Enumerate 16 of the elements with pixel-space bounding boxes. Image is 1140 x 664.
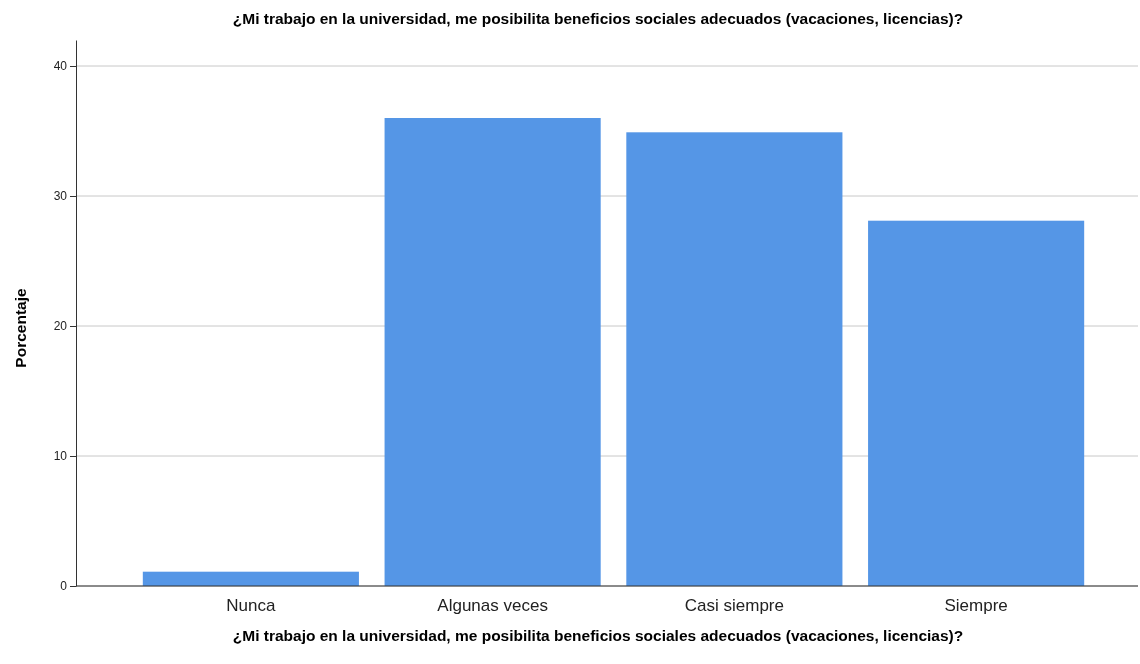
chart-title: ¿Mi trabajo en la universidad, me posibilita beneficios sociales adecuados (vacaciones, licencias)? bbox=[232, 10, 964, 27]
bar bbox=[384, 118, 601, 586]
x-axis-title: ¿Mi trabajo en la universidad, me posibilita beneficios sociales adecuados (vacaciones, licencias)? bbox=[232, 627, 964, 644]
y-tick-label: 20 bbox=[53, 319, 68, 334]
bar bbox=[868, 220, 1085, 586]
x-tick-label: Nunca bbox=[226, 596, 276, 616]
y-tick-label: 10 bbox=[53, 449, 68, 464]
y-tick-label: 40 bbox=[53, 59, 68, 74]
x-tick-label: Casi siempre bbox=[684, 596, 784, 616]
x-tick-label: Algunas veces bbox=[437, 596, 548, 616]
y-axis-title: Porcentaje bbox=[12, 288, 29, 368]
y-tick-label: 30 bbox=[53, 189, 68, 204]
bar bbox=[626, 132, 843, 586]
y-tick-label: 0 bbox=[60, 579, 68, 594]
bar bbox=[142, 571, 359, 586]
x-tick-label: Siempre bbox=[944, 596, 1008, 616]
